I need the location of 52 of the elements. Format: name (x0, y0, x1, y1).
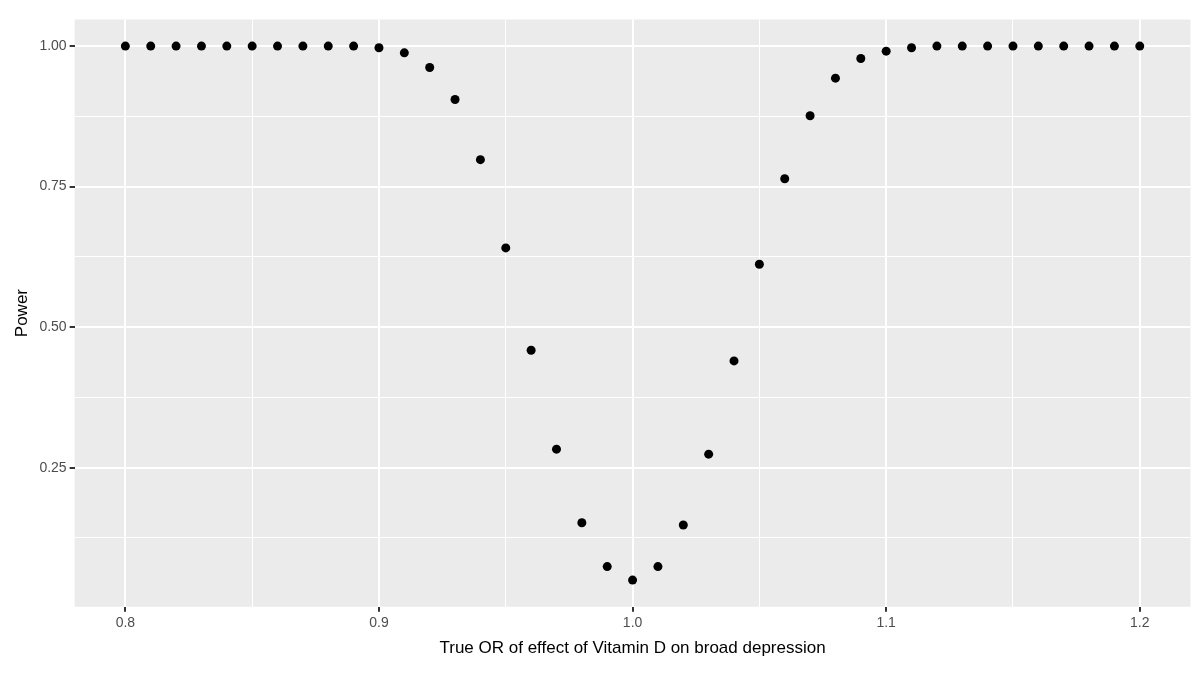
point (374, 43, 384, 53)
point (653, 562, 663, 572)
point (729, 356, 739, 366)
point (551, 444, 561, 454)
point (780, 174, 790, 184)
point (577, 518, 587, 528)
y-tick-label: 0.75 (39, 177, 67, 194)
point (146, 41, 156, 51)
point (932, 41, 942, 51)
point (957, 41, 967, 51)
point (856, 53, 866, 63)
y-tick-label: 0.25 (39, 458, 67, 475)
y-axis-title: Power (11, 288, 31, 338)
point (983, 41, 993, 51)
point (754, 259, 764, 269)
x-axis-title: True OR of effect of Vitamin D on broad depression (439, 638, 826, 658)
point (120, 41, 130, 51)
point (450, 95, 460, 104)
point (830, 73, 840, 83)
point (323, 41, 333, 51)
point (628, 575, 638, 585)
point (1059, 41, 1069, 51)
x-tick-label: 1.2 (1130, 614, 1150, 631)
point (222, 41, 232, 51)
x-tick-label: 1.0 (622, 614, 643, 631)
point (399, 48, 409, 58)
point (881, 46, 891, 56)
point (425, 62, 435, 72)
x-tick-label: 0.8 (115, 614, 136, 631)
point (678, 520, 688, 530)
point (298, 41, 308, 51)
x-tick-label: 0.9 (369, 614, 389, 631)
point (1008, 41, 1018, 51)
point (273, 41, 283, 51)
point (247, 41, 257, 51)
point (602, 562, 612, 572)
point (805, 111, 815, 121)
point (196, 41, 206, 51)
point (1084, 41, 1094, 51)
point (349, 41, 359, 51)
point (171, 41, 181, 51)
point (1109, 41, 1119, 51)
y-tick-label: 0.50 (39, 318, 67, 335)
point (475, 155, 485, 165)
point (501, 243, 511, 253)
x-tick-label: 1.1 (876, 614, 897, 631)
y-tick-label: 1.00 (39, 36, 67, 53)
point (1033, 41, 1043, 51)
point (526, 345, 536, 355)
point (907, 43, 917, 53)
point (704, 449, 714, 459)
point (1135, 41, 1145, 51)
